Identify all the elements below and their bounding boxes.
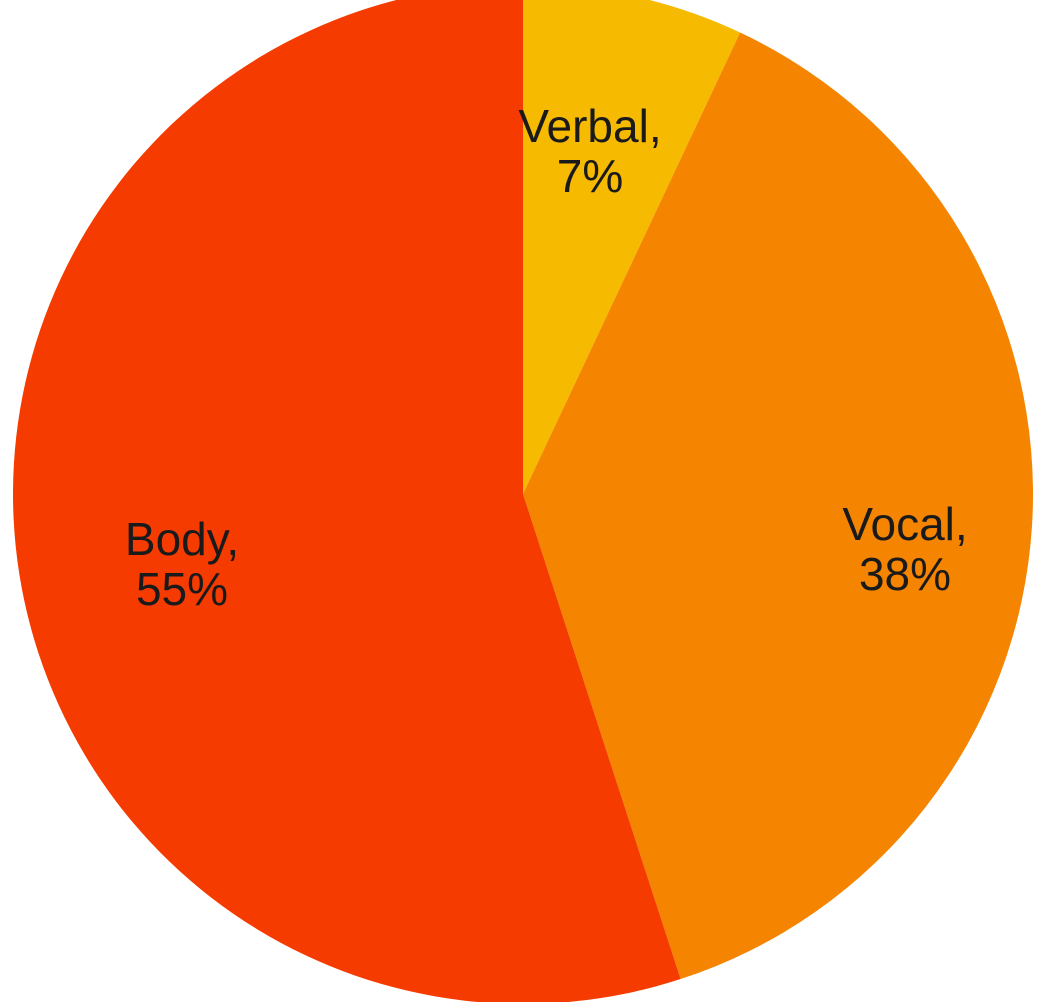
pie-label-category: Vocal, xyxy=(842,498,967,550)
pie-slice-verbal xyxy=(523,0,741,494)
pie-slices xyxy=(13,0,1034,1002)
pie-label-category: Verbal, xyxy=(518,100,661,152)
pie-label-percent: 38% xyxy=(859,548,951,600)
pie-label-verbal: Verbal, 7% xyxy=(518,100,661,202)
pie-label-percent: 7% xyxy=(557,150,623,202)
pie-label-body: Body, 55% xyxy=(125,513,239,615)
pie-labels: Verbal, 7% Vocal, 38% Body, 55% xyxy=(125,100,968,615)
pie-label-vocal: Vocal, 38% xyxy=(842,498,967,600)
pie-slice-body xyxy=(13,0,681,1002)
pie-slice-vocal xyxy=(523,32,1034,980)
pie-label-percent: 55% xyxy=(136,563,228,615)
pie-label-category: Body, xyxy=(125,513,239,565)
